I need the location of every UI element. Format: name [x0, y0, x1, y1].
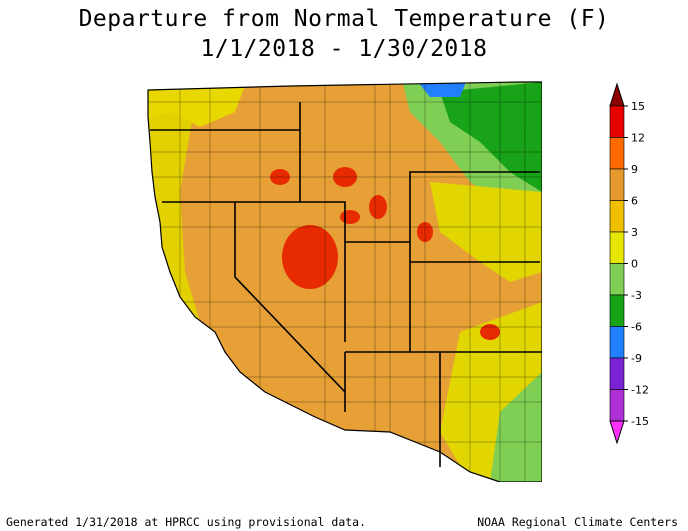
- legend-tick-label: -3: [631, 289, 642, 302]
- map-title: Departure from Normal Temperature (F): [78, 6, 610, 32]
- legend-tick-label: 6: [631, 195, 638, 208]
- legend-tick-label: -15: [631, 415, 649, 428]
- legend-color-block: [609, 200, 625, 233]
- color-scale-legend: 15 12 9 6 3 0 -3 -6 -9 -12 -15: [609, 82, 649, 445]
- legend-color-blocks: [609, 82, 625, 445]
- legend-tick-label: 3: [631, 226, 638, 239]
- legend-tick-label: 12: [631, 132, 645, 145]
- legend-color-block: [609, 389, 625, 422]
- legend-tick-label: -9: [631, 352, 642, 365]
- legend-color-block: [609, 231, 625, 264]
- legend-color-block: [609, 326, 625, 359]
- legend-color-block: [609, 263, 625, 296]
- map-land: [148, 82, 542, 482]
- county-boundaries: [148, 82, 542, 482]
- generation-note: Generated 1/31/2018 at HPRCC using provi…: [6, 515, 367, 529]
- legend-tick-labels: 15 12 9 6 3 0 -3 -6 -9 -12 -15: [624, 100, 649, 428]
- temperature-departure-map: [147, 81, 542, 482]
- legend-color-block: [609, 357, 625, 390]
- legend-tick-label: 9: [631, 163, 638, 176]
- legend-color-block: [609, 105, 625, 138]
- legend-tick-label: 15: [631, 100, 645, 113]
- legend-tick-label: 0: [631, 258, 638, 271]
- legend-arrow-bottom: [609, 420, 625, 445]
- legend-tick-label: -12: [631, 384, 649, 397]
- legend-color-block: [609, 168, 625, 201]
- legend-tick-label: -6: [631, 321, 642, 334]
- source-credit: NOAA Regional Climate Centers: [477, 515, 678, 529]
- legend-arrow-top: [609, 82, 625, 107]
- map-date-range: 1/1/2018 - 1/30/2018: [200, 36, 488, 62]
- legend-color-block: [609, 294, 625, 327]
- legend-color-block: [609, 137, 625, 170]
